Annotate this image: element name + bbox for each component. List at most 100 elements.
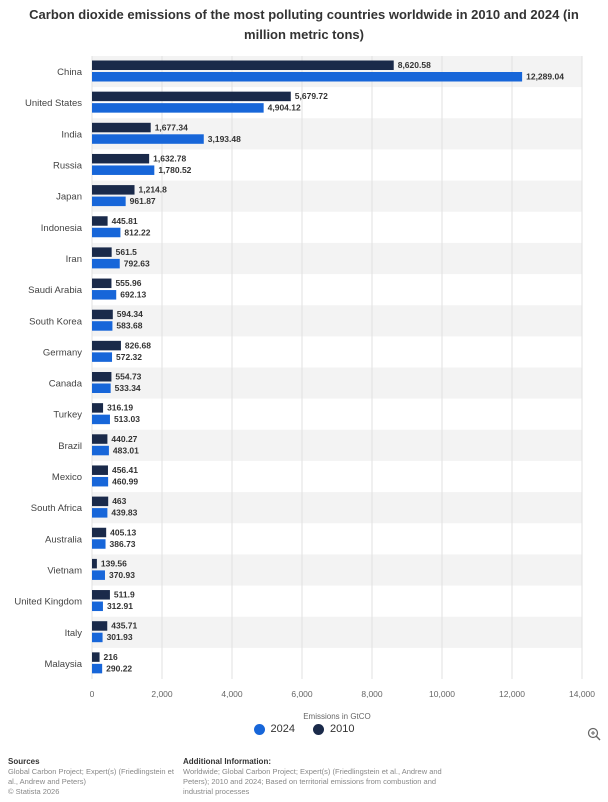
data-label-2010: 8,620.58 [398, 60, 431, 70]
bar-2024[interactable] [92, 632, 103, 643]
category-label: Canada [49, 379, 83, 390]
x-tick-label: 8,000 [361, 689, 383, 699]
category-label: Australia [45, 534, 83, 545]
legend-item-2010[interactable]: 2010 [313, 723, 354, 735]
row-band [92, 180, 582, 212]
row-band [92, 367, 582, 399]
category-label: Russia [53, 161, 83, 172]
data-label-2024: 572.32 [116, 352, 142, 362]
data-label-2024: 1,780.52 [158, 165, 191, 175]
bar-2010[interactable] [92, 60, 394, 71]
bar-2024[interactable] [92, 258, 120, 269]
bar-2010[interactable] [92, 340, 121, 351]
bar-2024[interactable] [92, 663, 103, 674]
zoom-in-icon[interactable] [587, 727, 601, 744]
bar-2024[interactable] [92, 508, 108, 518]
data-label-2010: 316.19 [107, 403, 133, 413]
data-label-2010: 405.13 [110, 527, 136, 537]
category-label: Vietnam [47, 565, 82, 576]
bar-2024[interactable] [92, 290, 117, 300]
row-band [92, 492, 582, 524]
data-label-2010: 561.5 [116, 247, 138, 257]
row-band [92, 242, 582, 275]
bar-2010[interactable] [92, 247, 112, 257]
data-label-2010: 5,679.72 [295, 91, 328, 101]
bar-2010[interactable] [92, 153, 150, 164]
category-label: Brazil [58, 441, 82, 452]
data-label-2010: 139.56 [101, 558, 127, 568]
legend-swatch-2010 [313, 723, 324, 735]
data-label-2024: 692.13 [120, 290, 146, 300]
bar-2024[interactable] [92, 601, 103, 612]
data-label-2024: 4,904.12 [268, 103, 301, 113]
legend-item-2024[interactable]: 2024 [253, 723, 295, 735]
bar-2024[interactable] [92, 476, 109, 487]
bar-2024[interactable] [92, 134, 204, 144]
bar-2010[interactable] [92, 465, 108, 475]
x-tick-label: 6,000 [291, 689, 313, 699]
bar-2024[interactable] [92, 570, 105, 580]
x-tick-label: 0 [90, 689, 95, 699]
category-label: South Africa [31, 503, 83, 514]
data-label-2010: 456.41 [112, 465, 138, 475]
data-label-2010: 554.73 [115, 372, 141, 382]
data-label-2024: 460.99 [112, 476, 138, 486]
additional-info-text: Worldwide; Global Carbon Project; Expert… [183, 767, 442, 796]
data-label-2010: 435.71 [111, 621, 137, 631]
bar-2024[interactable] [92, 445, 109, 456]
data-label-2010: 1,632.78 [153, 153, 186, 163]
bar-2010[interactable] [92, 216, 108, 226]
bar-2010[interactable] [92, 652, 100, 662]
data-label-2010: 594.34 [117, 309, 143, 319]
row-band [92, 616, 582, 648]
bar-2010[interactable] [92, 621, 108, 631]
data-label-2024: 533.34 [115, 383, 141, 393]
bar-2024[interactable] [92, 321, 113, 331]
bar-2024[interactable] [92, 227, 121, 238]
data-label-2010: 555.96 [115, 278, 141, 288]
data-label-2024: 513.03 [114, 414, 140, 424]
sources-text[interactable]: Global Carbon Project; Expert(s) (Friedl… [8, 767, 174, 786]
bar-2010[interactable] [92, 590, 110, 600]
bar-2010[interactable] [92, 122, 151, 133]
legend: 2024 2010 [0, 723, 608, 735]
category-label: Saudi Arabia [28, 285, 83, 296]
category-label: United States [25, 98, 82, 109]
bar-2010[interactable] [92, 185, 135, 195]
data-label-2010: 216 [104, 652, 118, 662]
bar-2024[interactable] [92, 539, 106, 549]
bar-2024[interactable] [92, 383, 111, 394]
x-tick-label: 2,000 [151, 689, 173, 699]
data-label-2024: 386.73 [110, 539, 136, 549]
bar-2010[interactable] [92, 434, 108, 444]
bar-2010[interactable] [92, 309, 113, 320]
data-label-2024: 812.22 [124, 227, 150, 237]
bar-2024[interactable] [92, 352, 113, 362]
bar-2024[interactable] [92, 72, 523, 82]
bar-2010[interactable] [92, 278, 112, 289]
bar-2024[interactable] [92, 165, 155, 175]
x-tick-label: 10,000 [429, 689, 455, 699]
category-label: China [57, 67, 83, 78]
data-label-2024: 3,193.48 [208, 134, 241, 144]
category-label: Indonesia [41, 223, 83, 234]
bar-2010[interactable] [92, 496, 109, 507]
bar-2010[interactable] [92, 372, 112, 382]
additional-info-block: Additional Information: Worldwide; Globa… [183, 757, 443, 797]
zoom-in-icon-graphic [587, 727, 601, 741]
data-label-2024: 12,289.04 [526, 72, 564, 82]
data-label-2010: 445.81 [112, 216, 138, 226]
sources-title: Sources [8, 757, 40, 766]
bar-2010[interactable] [92, 527, 107, 538]
bar-2010[interactable] [92, 91, 291, 102]
bar-2024[interactable] [92, 103, 264, 113]
data-label-2010: 511.9 [114, 590, 135, 600]
bar-2024[interactable] [92, 414, 110, 425]
x-tick-label: 14,000 [569, 689, 595, 699]
bar-2010[interactable] [92, 403, 104, 413]
bar-2024[interactable] [92, 196, 126, 207]
x-axis-label: Emissions in GtCO [303, 712, 371, 720]
row-band [92, 118, 582, 150]
bar-2010[interactable] [92, 558, 97, 569]
category-label: Iran [66, 254, 82, 265]
